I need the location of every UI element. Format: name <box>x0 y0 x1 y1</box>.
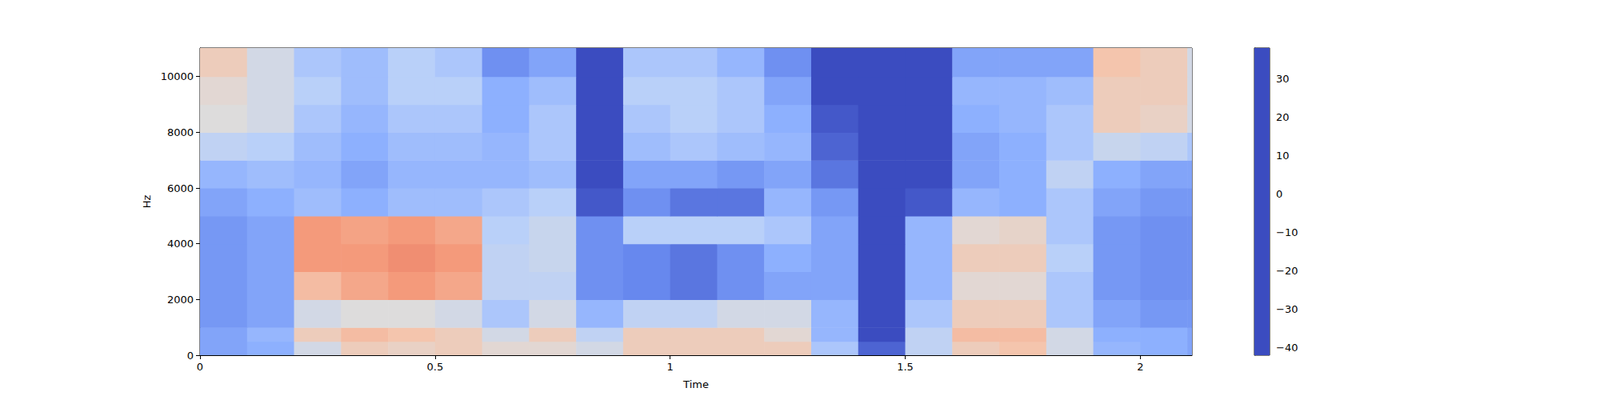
svg-text:30: 30 <box>1276 72 1290 85</box>
svg-text:Time: Time <box>682 378 709 391</box>
svg-text:10: 10 <box>1276 149 1290 162</box>
svg-text:−40: −40 <box>1276 341 1298 354</box>
svg-text:−20: −20 <box>1276 264 1298 277</box>
svg-text:−10: −10 <box>1276 226 1298 239</box>
svg-text:4000: 4000 <box>167 237 194 250</box>
svg-text:8000: 8000 <box>167 126 194 139</box>
svg-text:0.5: 0.5 <box>426 360 444 373</box>
svg-text:Hz: Hz <box>140 195 153 209</box>
svg-text:0: 0 <box>187 349 194 362</box>
svg-text:6000: 6000 <box>167 182 194 195</box>
svg-text:0: 0 <box>1276 188 1283 200</box>
svg-text:20: 20 <box>1276 111 1290 124</box>
svg-text:2000: 2000 <box>167 293 194 306</box>
svg-text:1.5: 1.5 <box>896 360 914 373</box>
svg-text:10000: 10000 <box>160 70 194 83</box>
svg-text:0: 0 <box>196 360 204 373</box>
svg-text:2: 2 <box>1136 360 1144 373</box>
svg-text:−30: −30 <box>1276 303 1298 316</box>
svg-text:1: 1 <box>667 360 674 373</box>
